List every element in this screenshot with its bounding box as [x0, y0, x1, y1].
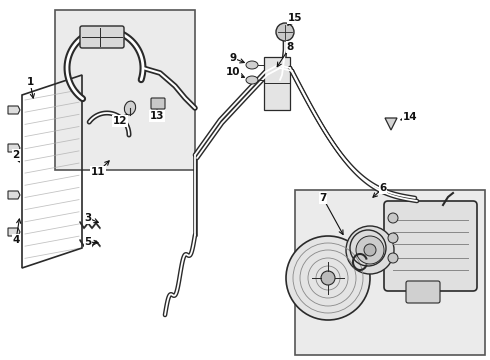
- Bar: [55, 10, 195, 170]
- Ellipse shape: [124, 101, 136, 115]
- Text: 3: 3: [84, 213, 98, 223]
- Polygon shape: [385, 118, 397, 130]
- Polygon shape: [8, 228, 20, 236]
- FancyBboxPatch shape: [384, 201, 477, 291]
- Bar: [295, 190, 485, 355]
- FancyBboxPatch shape: [406, 281, 440, 303]
- Bar: [264, 57, 290, 110]
- Text: 13: 13: [150, 111, 164, 121]
- Text: 7: 7: [319, 193, 343, 234]
- Ellipse shape: [246, 61, 258, 69]
- Text: 11: 11: [91, 161, 109, 177]
- FancyBboxPatch shape: [151, 98, 165, 109]
- Circle shape: [346, 226, 394, 274]
- Text: 6: 6: [373, 183, 387, 197]
- Circle shape: [276, 23, 294, 41]
- Text: 4: 4: [12, 219, 21, 245]
- Text: 9: 9: [229, 53, 245, 63]
- Circle shape: [356, 236, 384, 264]
- FancyBboxPatch shape: [80, 26, 124, 48]
- Polygon shape: [8, 144, 20, 152]
- Circle shape: [364, 244, 376, 256]
- Text: 14: 14: [401, 112, 417, 122]
- Polygon shape: [8, 191, 20, 199]
- Circle shape: [388, 213, 398, 223]
- Text: 12: 12: [113, 115, 127, 126]
- Circle shape: [388, 233, 398, 243]
- Circle shape: [321, 271, 335, 285]
- Text: 5: 5: [84, 237, 98, 247]
- Ellipse shape: [246, 76, 258, 84]
- Text: 2: 2: [12, 150, 20, 162]
- Text: 10: 10: [226, 67, 245, 77]
- Circle shape: [286, 236, 370, 320]
- Text: 1: 1: [26, 77, 34, 98]
- Text: 8: 8: [277, 42, 294, 67]
- Circle shape: [388, 253, 398, 263]
- Text: 15: 15: [288, 13, 302, 25]
- Polygon shape: [8, 106, 20, 114]
